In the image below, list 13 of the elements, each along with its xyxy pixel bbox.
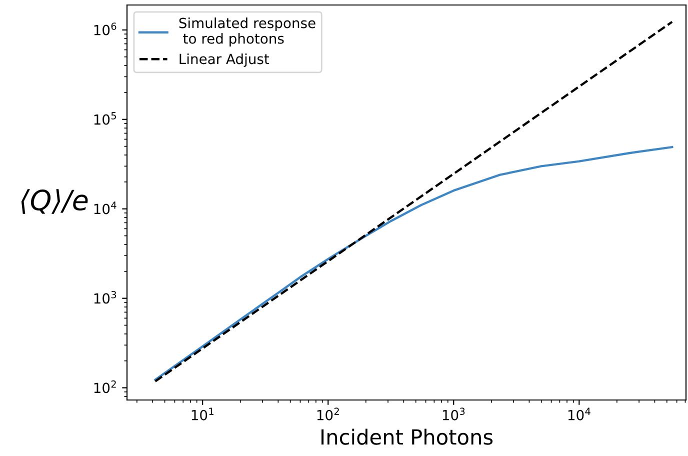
- y-tick-label: 10$^{3}$: [94, 290, 116, 304]
- y-tick-label: 10$^{6}$: [94, 22, 116, 36]
- x-tick-label: 10$^{4}$: [568, 408, 590, 420]
- legend-label: Linear Adjust: [180, 53, 270, 67]
- x-tick-label: 10$^{2}$: [317, 408, 339, 420]
- y-tick-label: 10$^{2}$: [94, 380, 116, 394]
- x-tick-label: 10$^{3}$: [442, 408, 465, 420]
- y-tick-label: 10$^{4}$: [94, 202, 116, 214]
- x-tick-label: 10$^{1}$: [192, 408, 214, 420]
- y-axis-title: ⟨Q⟩/e: [21, 189, 88, 214]
- y-tick-label: 10$^{5}$: [94, 112, 116, 125]
- x-axis-title: Incident Photons: [321, 428, 493, 445]
- legend-label: Simulated response to red photons: [179, 18, 316, 46]
